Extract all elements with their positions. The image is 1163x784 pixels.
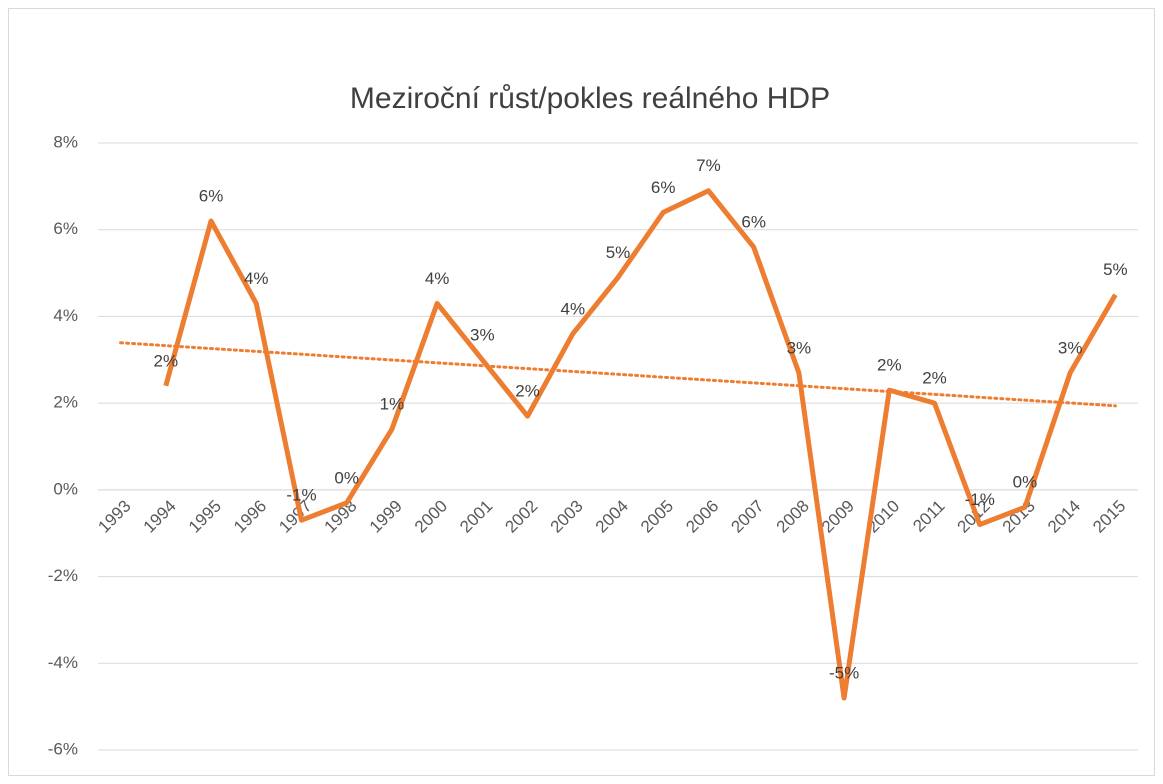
y-tick-label: -4%: [48, 653, 78, 672]
data-label: 2%: [154, 351, 179, 370]
data-label: 6%: [199, 187, 224, 206]
y-tick-label: 0%: [53, 479, 78, 498]
data-label: 0%: [1013, 473, 1038, 492]
data-label: 2%: [515, 382, 540, 401]
data-label: 2%: [922, 369, 947, 388]
y-tick-label: 6%: [53, 219, 78, 238]
data-label: 6%: [741, 213, 766, 232]
y-tick-label: 4%: [53, 306, 78, 325]
chart-border: [8, 8, 1155, 776]
data-line: [163, 188, 1118, 701]
data-label: 3%: [470, 325, 495, 344]
data-label: 4%: [560, 299, 585, 318]
data-label: -5%: [829, 663, 859, 682]
data-label: 3%: [787, 338, 812, 357]
data-label: 6%: [651, 178, 676, 197]
data-label: 3%: [1058, 338, 1083, 357]
data-label: 4%: [425, 269, 450, 288]
chart-title: Meziroční růst/pokles reálného HDP: [350, 82, 830, 115]
data-label: -1%: [965, 490, 995, 509]
y-tick-label: 8%: [53, 132, 78, 151]
data-label: -1%: [286, 486, 316, 505]
y-tick-label: -6%: [48, 739, 78, 758]
trendline: [119, 341, 1117, 408]
data-label: 7%: [696, 156, 721, 175]
data-label: 2%: [877, 356, 902, 375]
data-label: 4%: [244, 269, 269, 288]
data-label: 5%: [1103, 260, 1128, 279]
data-label: 0%: [334, 468, 359, 487]
data-label: 1%: [380, 395, 405, 414]
y-tick-label: -2%: [48, 566, 78, 585]
data-label: 5%: [606, 243, 631, 262]
y-tick-label: 2%: [53, 393, 78, 412]
